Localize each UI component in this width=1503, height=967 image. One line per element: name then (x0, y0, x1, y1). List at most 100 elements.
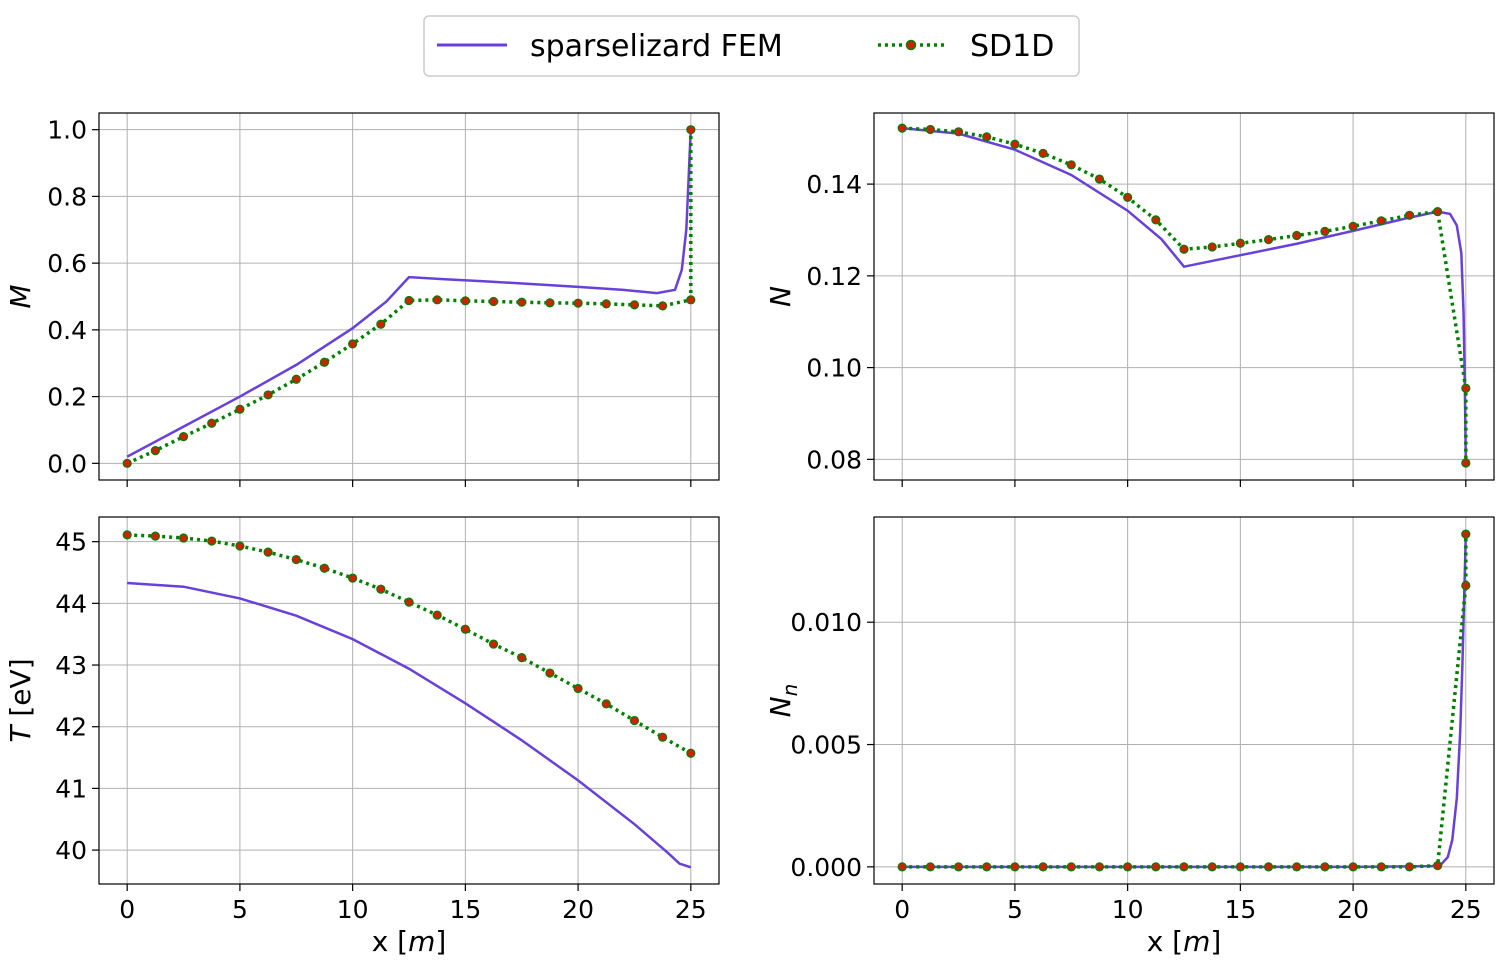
data-point-sd1d (658, 732, 668, 742)
data-point-sd1d (150, 531, 160, 541)
data-point-sd1d (1094, 862, 1105, 872)
data-point-sd1d (1433, 861, 1443, 871)
data-point-sd1d (178, 432, 189, 442)
data-point-sd1d (897, 862, 907, 872)
data-point-sd1d (348, 573, 358, 583)
legend-fem-label: sparselizard FEM (530, 29, 783, 64)
data-point-sd1d (629, 300, 640, 310)
data-point-sd1d (1376, 862, 1386, 872)
series-line-sd1d (127, 533, 692, 755)
data-point-sd1d (1151, 215, 1161, 225)
y-tick-label: 0.4 (47, 316, 87, 345)
data-point-sd1d (1235, 862, 1245, 872)
legend-sd1d-label: SD1D (970, 29, 1054, 64)
data-point-sd1d (1348, 221, 1358, 231)
y-axis-label: Nn (764, 684, 802, 718)
data-point-sd1d (1010, 862, 1020, 872)
series-line-fem (902, 534, 1468, 869)
data-point-sd1d (319, 357, 330, 367)
legend: sparselizard FEM SD1D (423, 15, 1080, 77)
data-point-sd1d (686, 748, 696, 758)
x-tick-label: 15 (1224, 895, 1256, 924)
data-point-sd1d (1320, 862, 1330, 872)
series-line-fem (127, 581, 692, 869)
data-point-sd1d (517, 653, 527, 663)
y-tick-label: 1.0 (47, 116, 87, 145)
series-line-fem (126, 129, 693, 458)
data-point-sd1d (1263, 862, 1274, 872)
x-tick-label: 10 (1112, 895, 1144, 924)
data-point-sd1d (897, 123, 907, 133)
y-tick-label: 44 (55, 589, 87, 618)
y-tick-label: 0.08 (806, 445, 862, 474)
x-tick-label: 25 (675, 895, 707, 924)
axes-frame (873, 516, 1495, 885)
data-point-sd1d (1094, 174, 1105, 184)
data-point-sd1d (925, 124, 935, 135)
data-point-sd1d (432, 610, 442, 620)
y-axis-label: N (764, 286, 797, 307)
data-point-sd1d (488, 296, 499, 307)
data-point-sd1d (982, 132, 992, 142)
data-point-sd1d (1348, 862, 1358, 872)
series-line-sd1d (902, 534, 1468, 869)
data-point-sd1d (460, 296, 470, 306)
data-point-sd1d (207, 536, 217, 546)
y-tick-label: 42 (55, 713, 87, 742)
data-point-sd1d (953, 127, 964, 137)
data-point-sd1d (263, 547, 273, 557)
data-point-sd1d (150, 446, 160, 456)
data-point-sd1d (573, 683, 583, 694)
series-line-fem (902, 126, 1468, 462)
data-point-sd1d (1320, 226, 1330, 236)
data-point-sd1d (1010, 139, 1020, 149)
data-point-sd1d (1376, 216, 1386, 226)
x-tick-label: 20 (1337, 895, 1369, 924)
data-point-sd1d (545, 668, 555, 678)
data-point-sd1d (1151, 862, 1161, 872)
data-point-sd1d (1038, 862, 1048, 872)
data-point-sd1d (348, 339, 358, 349)
subplot-1: 0.0 0.2 0.4 0.6 0.8 1.0 M (4, 112, 720, 487)
data-point-sd1d (686, 295, 696, 305)
x-axis-label: x [m] (1147, 925, 1222, 958)
data-point-sd1d (1207, 242, 1217, 252)
data-point-sd1d (982, 862, 992, 872)
y-tick-label: 0.6 (47, 249, 87, 278)
y-tick-label: 41 (55, 774, 87, 803)
data-point-sd1d (460, 624, 470, 634)
y-tick-label: 0.0 (47, 449, 87, 478)
data-point-sd1d (658, 301, 668, 311)
x-tick-label: 25 (1450, 895, 1482, 924)
x-tick-label: 20 (562, 895, 594, 924)
axes-frame (98, 516, 720, 885)
y-axis-label: T [eV] (4, 658, 37, 742)
data-point-sd1d (376, 584, 386, 594)
data-point-sd1d (1263, 235, 1274, 245)
data-point-sd1d (432, 295, 442, 305)
data-point-sd1d (1066, 862, 1076, 872)
data-point-sd1d (319, 563, 330, 573)
data-point-sd1d (1066, 160, 1076, 170)
y-tick-label: 0.005 (790, 731, 862, 760)
x-tick-label: 10 (337, 895, 369, 924)
y-tick-label: 43 (55, 651, 87, 680)
data-point-sd1d (573, 298, 583, 308)
x-tick-label: 15 (449, 895, 481, 924)
y-tick-label: 0.000 (790, 853, 862, 882)
data-point-sd1d (1292, 230, 1302, 241)
data-point-sd1d (1292, 862, 1302, 872)
data-point-sd1d (953, 862, 964, 872)
data-point-sd1d (1461, 458, 1471, 468)
subplot-3: 0 5 10 15 20 25 40 41 42 43 44 45 x [m] T [eV] (4, 516, 720, 958)
data-point-sd1d (488, 639, 499, 649)
series-line-sd1d (902, 126, 1468, 464)
legend-sd1d-marker (905, 39, 917, 51)
data-point-sd1d (122, 530, 132, 540)
data-point-sd1d (122, 458, 132, 468)
data-point-sd1d (263, 390, 273, 400)
x-tick-label: 5 (1007, 895, 1023, 924)
data-point-sd1d (1461, 580, 1471, 591)
data-point-sd1d (376, 319, 386, 329)
